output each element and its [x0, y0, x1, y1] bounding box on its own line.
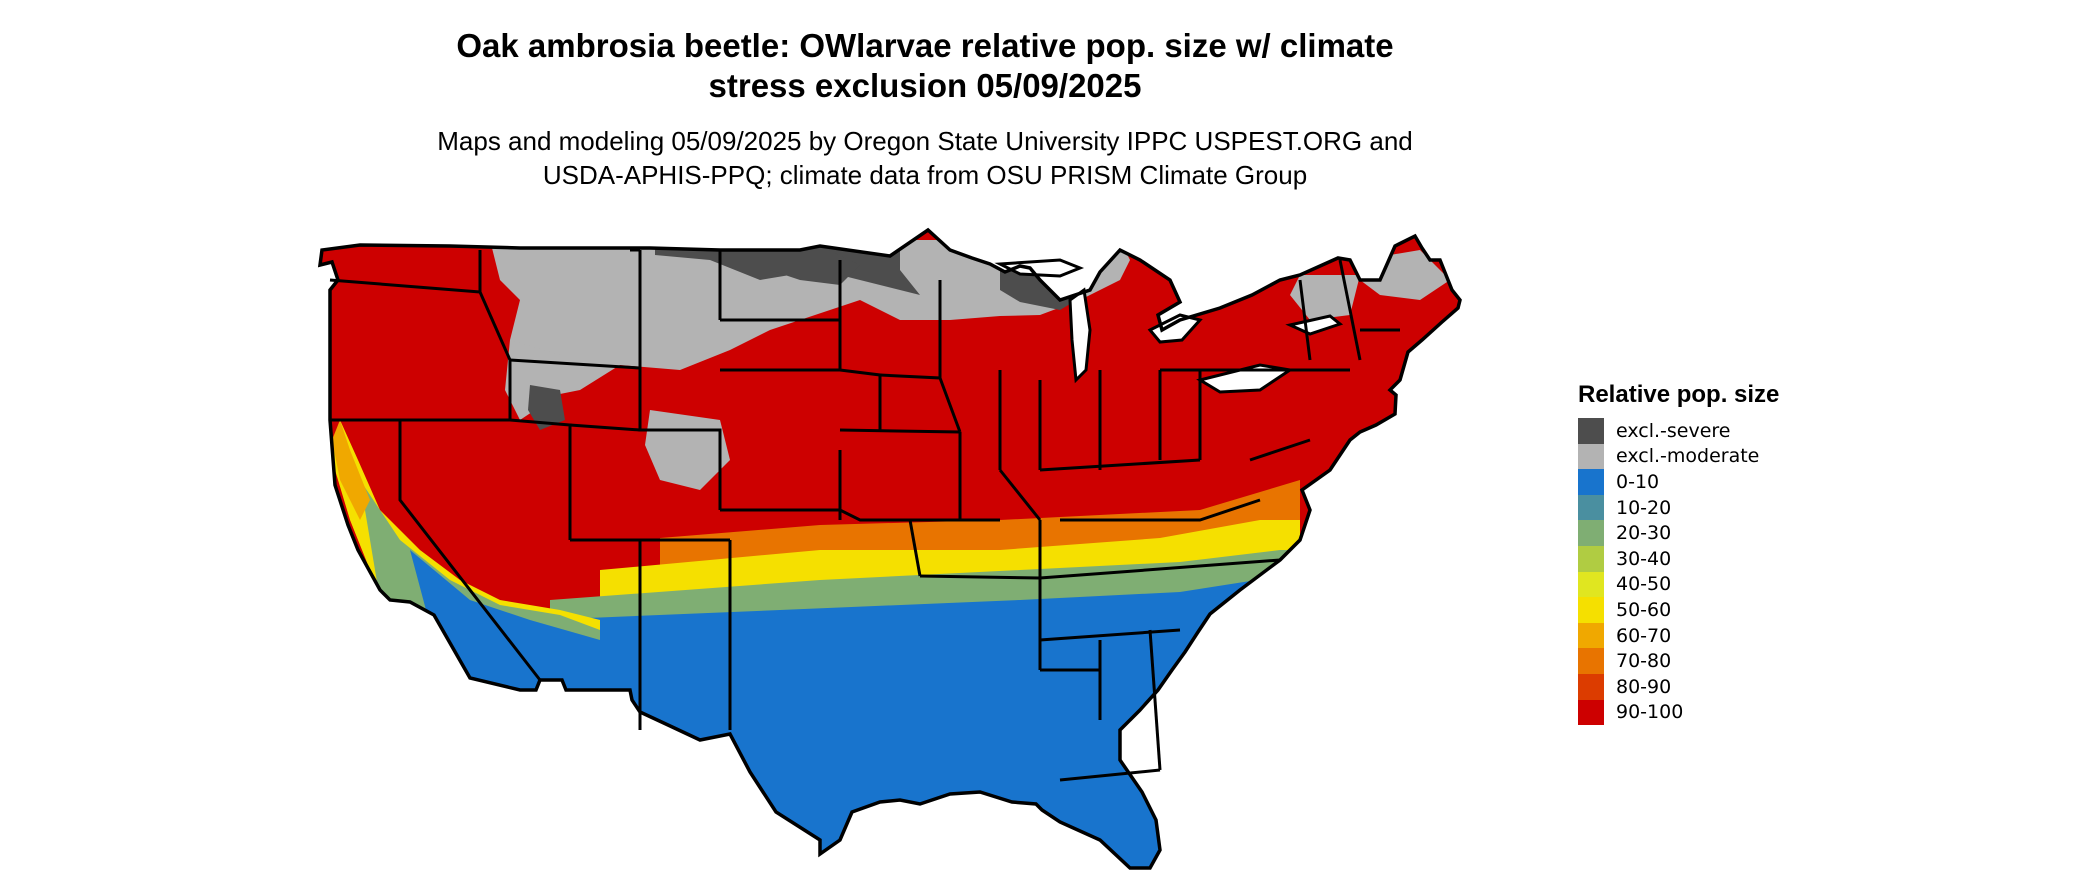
legend-item: 0-10: [1578, 469, 1878, 495]
legend-items: excl.-severe excl.-moderate 0-10 10-20 20-30…: [1578, 418, 1878, 726]
legend-swatch: [1578, 597, 1604, 623]
map-legend: Relative pop. size excl.-severe excl.-mod…: [1578, 380, 1878, 726]
legend-item: 20-30: [1578, 520, 1878, 546]
legend-item: 80-90: [1578, 673, 1878, 700]
legend-label: excl.-severe: [1616, 419, 1731, 442]
legend-label: 80-90: [1616, 675, 1672, 698]
legend-swatch: [1578, 443, 1604, 470]
map-title-line-1: Oak ambrosia beetle: OWlarvae relative p…: [456, 27, 1394, 64]
legend-swatch: [1578, 622, 1604, 649]
legend-swatch: [1578, 545, 1604, 572]
legend-label: 20-30: [1616, 522, 1672, 545]
map-subtitle-line-1: Maps and modeling 05/09/2025 by Oregon S…: [437, 126, 1413, 156]
legend-swatch: [1578, 469, 1604, 495]
legend-swatch: [1578, 648, 1604, 674]
map-subtitle-line-2: USDA-APHIS-PPQ; climate data from OSU PR…: [542, 160, 1308, 190]
legend-swatch: [1578, 418, 1604, 444]
us-population-map: [318, 228, 1462, 870]
legend-item: excl.-moderate: [1578, 443, 1878, 470]
legend-title: Relative pop. size: [1578, 381, 1780, 408]
legend-item: 40-50: [1578, 571, 1878, 598]
legend-label: 30-40: [1616, 547, 1672, 570]
map-subtitle: Maps and modeling 05/09/2025 by Oregon S…: [0, 124, 1850, 192]
legend-item: 90-100: [1578, 699, 1878, 726]
legend-label: 90-100: [1616, 701, 1684, 724]
legend-item: 60-70: [1578, 622, 1878, 649]
legend-swatch: [1578, 571, 1604, 598]
legend-label: 50-60: [1616, 598, 1672, 621]
map-title: Oak ambrosia beetle: OWlarvae relative p…: [0, 26, 1850, 106]
legend-label: 10-20: [1616, 496, 1672, 519]
legend-item: 50-60: [1578, 597, 1878, 623]
legend-item: 70-80: [1578, 648, 1878, 674]
legend-swatch: [1578, 520, 1604, 546]
legend-swatch: [1578, 699, 1604, 726]
map-title-line-2: stress exclusion 05/09/2025: [708, 67, 1142, 104]
legend-label: 60-70: [1616, 624, 1672, 647]
legend-label: 40-50: [1616, 573, 1672, 596]
legend-swatch: [1578, 494, 1604, 521]
legend-label: 0-10: [1616, 470, 1660, 493]
legend-label: 70-80: [1616, 650, 1672, 673]
legend-item: 10-20: [1578, 494, 1878, 521]
legend-item: 30-40: [1578, 545, 1878, 572]
legend-label: excl.-moderate: [1616, 445, 1760, 468]
legend-item: excl.-severe: [1578, 418, 1878, 444]
legend-swatch: [1578, 673, 1604, 700]
